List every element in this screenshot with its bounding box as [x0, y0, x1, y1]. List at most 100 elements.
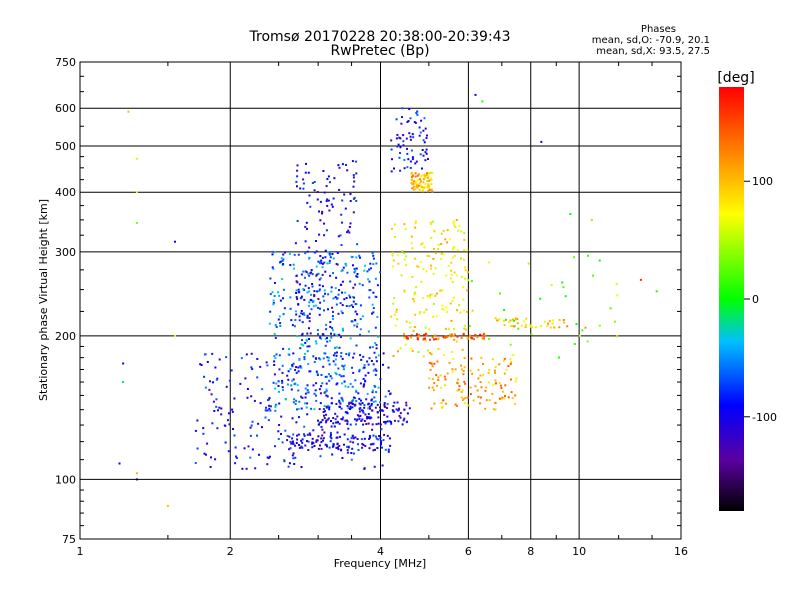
data-point [411, 156, 414, 159]
data-point [362, 367, 365, 370]
data-point [359, 403, 362, 406]
data-point [308, 338, 310, 340]
data-point [408, 407, 411, 410]
data-point [363, 404, 366, 407]
data-point [346, 411, 349, 414]
data-point [277, 385, 280, 387]
data-point [381, 409, 383, 412]
data-point [372, 291, 375, 294]
data-point [320, 441, 323, 444]
data-point [303, 358, 306, 361]
data-point [295, 371, 298, 374]
data-point [355, 344, 358, 347]
data-point [398, 414, 401, 417]
data-point [296, 297, 299, 300]
data-point [367, 403, 370, 406]
data-point [293, 253, 296, 256]
data-point [215, 405, 218, 408]
data-point [435, 374, 438, 377]
data-point [174, 334, 176, 337]
data-point [367, 413, 370, 415]
data-point [315, 274, 318, 277]
data-point [410, 242, 413, 245]
data-point [322, 411, 325, 413]
data-point [338, 422, 341, 425]
data-point [436, 384, 438, 387]
data-point [306, 413, 309, 416]
data-point [315, 250, 318, 253]
data-point [460, 396, 463, 399]
data-point [359, 407, 362, 409]
data-point [326, 395, 329, 398]
data-point [463, 402, 466, 405]
data-point [586, 340, 589, 343]
data-point [374, 342, 377, 345]
data-point [363, 366, 366, 369]
data-point [363, 269, 366, 272]
data-point [355, 267, 358, 270]
data-point [331, 306, 334, 309]
data-point [463, 327, 466, 330]
data-point [297, 433, 300, 436]
data-point [392, 302, 395, 305]
data-point [304, 387, 307, 390]
data-point [326, 262, 329, 265]
data-point [340, 244, 343, 246]
data-point [455, 274, 458, 277]
data-point [315, 394, 317, 397]
data-point [250, 424, 253, 427]
data-point [397, 262, 400, 265]
data-point [325, 419, 328, 422]
data-point [278, 424, 281, 426]
data-point [331, 253, 334, 255]
data-point [431, 293, 434, 296]
data-point [304, 402, 306, 405]
data-point [442, 253, 445, 256]
data-point [581, 329, 584, 332]
data-point [312, 355, 315, 358]
data-point [440, 258, 442, 260]
data-point [327, 308, 329, 311]
data-point [292, 401, 295, 404]
data-point [501, 390, 504, 393]
data-point [415, 112, 418, 114]
data-point [562, 286, 565, 289]
data-point [427, 175, 430, 178]
data-point [406, 121, 409, 123]
data-point [346, 420, 349, 423]
data-point [301, 396, 304, 399]
data-point [282, 313, 285, 316]
data-point [424, 337, 427, 340]
data-point [333, 425, 336, 428]
data-point [452, 248, 454, 251]
data-point [321, 419, 324, 421]
data-point [366, 415, 369, 418]
data-point [305, 406, 308, 409]
data-point [350, 401, 353, 404]
data-point [412, 297, 415, 300]
data-point [337, 312, 340, 315]
data-point [307, 391, 310, 394]
data-point [511, 325, 514, 327]
data-point [304, 284, 307, 287]
data-point [488, 399, 491, 402]
data-point [233, 397, 236, 400]
data-point [352, 396, 355, 399]
data-point [322, 357, 325, 360]
data-point [466, 396, 469, 399]
data-point [333, 177, 336, 180]
data-point [367, 330, 370, 333]
data-point [303, 298, 306, 301]
data-point [433, 402, 436, 405]
data-point [445, 274, 448, 277]
data-point [336, 442, 339, 445]
data-point [437, 347, 440, 350]
data-point [430, 171, 433, 174]
data-point [246, 388, 249, 390]
data-point [212, 400, 215, 403]
data-point [375, 262, 378, 265]
data-point [446, 229, 449, 232]
data-point [377, 386, 380, 389]
data-point [418, 126, 421, 129]
data-point [300, 273, 303, 276]
